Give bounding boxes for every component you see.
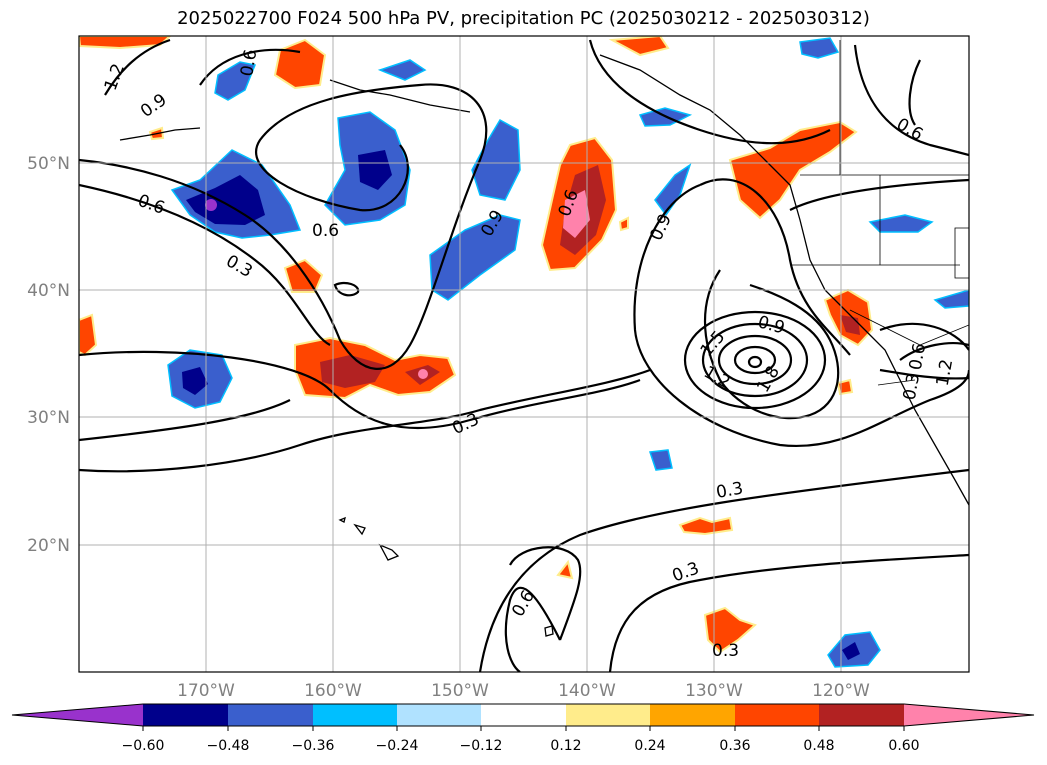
colorbar-tick-label: −0.24	[376, 738, 419, 754]
lat-tick: 30°N	[27, 408, 70, 428]
colorbar-segment	[143, 704, 228, 726]
map-title: 2025022700 F024 500 hPa PV, precipitatio…	[177, 8, 870, 29]
colorbar-segment	[650, 704, 735, 726]
colorbar-tick-label: 0.48	[803, 738, 834, 754]
lon-tick: 140°W	[558, 681, 616, 701]
coastlines	[119, 54, 969, 637]
contour-label: 0.6	[237, 48, 261, 78]
contour-label: 0.3	[712, 641, 739, 661]
lon-tick: 120°W	[812, 681, 870, 701]
contour-label: 0.6	[312, 221, 339, 241]
lon-tick: 170°W	[177, 681, 235, 701]
colorbar-tick-label: 0.12	[550, 738, 581, 754]
lat-tick: 20°N	[27, 536, 70, 556]
lat-tick: 50°N	[27, 154, 70, 174]
colorbar-segment	[904, 704, 1034, 726]
colorbar: −0.60 −0.48 −0.36 −0.24 −0.12 0.12 0.24 …	[11, 703, 1035, 754]
lon-tick: 160°W	[304, 681, 362, 701]
colorbar-tick-label: 0.24	[634, 738, 665, 754]
contour-label: 0.3	[900, 372, 924, 402]
colorbar-tick-label: −0.12	[460, 738, 503, 754]
longitude-tick-labels: 170°W 160°W 150°W 140°W 130°W 120°W	[177, 681, 870, 701]
precip-negative-region	[429, 214, 521, 301]
graticule	[79, 36, 969, 672]
colorbar-tick-label: −0.36	[292, 738, 335, 754]
colorbar-segment	[313, 704, 397, 726]
lon-tick: 150°W	[431, 681, 489, 701]
colorbar-segment	[481, 704, 566, 726]
colorbar-segment	[228, 704, 313, 726]
pv-contours	[79, 38, 969, 672]
colorbar-segment	[12, 704, 143, 726]
latitude-tick-labels: 50°N 40°N 30°N 20°N	[27, 154, 70, 556]
colorbar-tick-label: −0.48	[207, 738, 250, 754]
colorbar-tick-label: 0.60	[888, 738, 919, 754]
colorbar-segment	[397, 704, 481, 726]
contour-label: 1.2	[933, 358, 957, 388]
colorbar-segment	[819, 704, 904, 726]
lon-tick: 130°W	[685, 681, 743, 701]
colorbar-segment	[566, 704, 650, 726]
political-borders	[790, 40, 969, 386]
precipitation-fields	[79, 36, 969, 668]
colorbar-segment	[735, 704, 819, 726]
colorbar-tick-label: −0.60	[122, 738, 165, 754]
lat-tick: 40°N	[27, 281, 70, 301]
colorbar-tick-label: 0.36	[719, 738, 750, 754]
contour-label: 0.3	[715, 479, 745, 503]
contour-label: 0.6	[906, 342, 930, 372]
map-frame	[78, 35, 970, 673]
